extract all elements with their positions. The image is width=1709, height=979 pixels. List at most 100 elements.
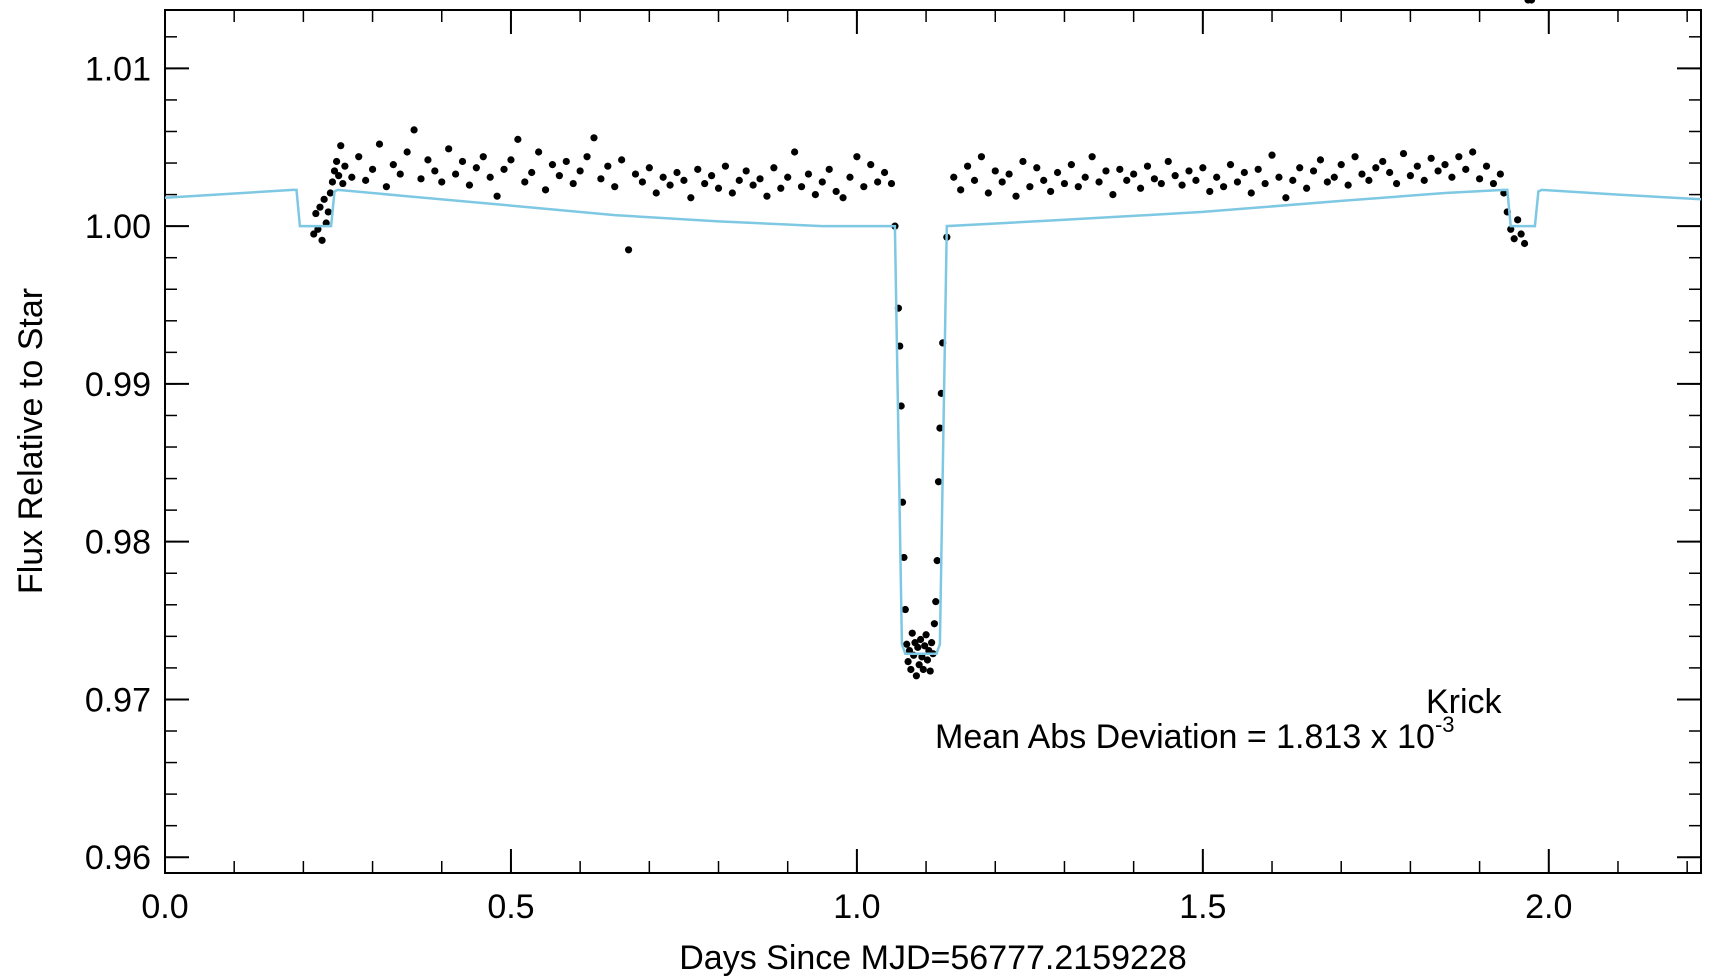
x-tick-label: 2.0 bbox=[1525, 888, 1572, 926]
data-point bbox=[1226, 161, 1235, 169]
data-point bbox=[687, 194, 695, 202]
data-point bbox=[458, 157, 467, 166]
data-point bbox=[645, 164, 653, 172]
data-point bbox=[310, 230, 318, 238]
data-point bbox=[541, 186, 550, 194]
y-tick-label: 0.98 bbox=[85, 524, 151, 562]
data-point bbox=[548, 161, 557, 169]
data-point bbox=[403, 148, 411, 156]
data-point bbox=[721, 162, 730, 170]
y-tick-label: 1.00 bbox=[85, 208, 151, 246]
data-point bbox=[701, 179, 709, 188]
data-point bbox=[742, 167, 750, 175]
data-point bbox=[362, 176, 370, 184]
data-point bbox=[638, 178, 647, 186]
data-point bbox=[431, 167, 439, 175]
data-point bbox=[1462, 165, 1470, 173]
deviation-text: Mean Abs Deviation = 1.813 x 10 bbox=[935, 718, 1435, 756]
y-tick-label: 1.01 bbox=[85, 50, 151, 88]
x-axis-title: Days Since MJD=56777.2159228 bbox=[679, 939, 1187, 977]
data-point bbox=[355, 153, 363, 161]
data-point bbox=[714, 184, 723, 192]
data-point bbox=[1116, 165, 1124, 173]
data-point bbox=[1060, 179, 1069, 188]
data-point bbox=[326, 189, 334, 197]
data-point bbox=[930, 620, 938, 628]
data-point bbox=[921, 642, 929, 650]
data-point bbox=[1323, 178, 1331, 186]
data-point bbox=[1199, 164, 1207, 172]
data-point bbox=[1455, 153, 1463, 161]
data-point bbox=[1143, 162, 1152, 170]
data-point bbox=[1233, 178, 1242, 186]
x-tick-label: 0.5 bbox=[487, 888, 534, 926]
data-point bbox=[1019, 157, 1027, 166]
data-point bbox=[933, 557, 941, 565]
data-point bbox=[904, 657, 912, 666]
data-point bbox=[618, 156, 626, 164]
data-point bbox=[479, 153, 487, 161]
data-point bbox=[1441, 161, 1449, 169]
data-point bbox=[1033, 164, 1041, 172]
model-curve bbox=[164, 188, 1702, 655]
data-point bbox=[887, 179, 896, 188]
data-point bbox=[914, 643, 922, 651]
data-point bbox=[867, 161, 875, 169]
data-point bbox=[1309, 167, 1318, 175]
data-point bbox=[576, 167, 584, 175]
data-point bbox=[500, 165, 508, 173]
data-point bbox=[438, 178, 446, 186]
y-axis-title: Flux Relative to Star bbox=[12, 288, 50, 594]
data-point bbox=[1026, 183, 1034, 191]
minor-ticks bbox=[164, 10, 1701, 873]
data-point bbox=[1109, 190, 1117, 199]
data-point bbox=[839, 194, 847, 202]
data-point bbox=[1475, 175, 1484, 183]
data-point bbox=[707, 172, 716, 180]
data-point bbox=[1399, 149, 1408, 158]
data-point bbox=[1427, 154, 1435, 162]
data-point bbox=[934, 478, 943, 486]
data-point bbox=[1240, 168, 1248, 177]
data-point bbox=[1150, 175, 1159, 183]
data-point bbox=[936, 424, 944, 432]
data-point bbox=[659, 173, 667, 181]
data-point bbox=[1351, 153, 1359, 161]
data-point bbox=[1514, 216, 1522, 224]
data-point bbox=[923, 656, 932, 664]
data-point bbox=[1289, 176, 1297, 184]
data-point bbox=[1047, 187, 1055, 196]
data-point bbox=[1303, 184, 1311, 192]
data-point bbox=[897, 402, 905, 410]
data-point bbox=[389, 161, 397, 169]
data-point bbox=[1095, 178, 1103, 186]
data-points bbox=[310, 0, 1536, 680]
data-point bbox=[1053, 168, 1062, 177]
data-point bbox=[880, 168, 889, 177]
data-point bbox=[907, 665, 915, 674]
data-point bbox=[324, 208, 332, 216]
data-point bbox=[1489, 179, 1498, 188]
data-point bbox=[451, 170, 460, 178]
x-tick-label: 1.5 bbox=[1179, 888, 1226, 926]
data-point bbox=[1005, 170, 1013, 178]
data-point bbox=[590, 134, 598, 142]
x-tick-label: 0.0 bbox=[141, 888, 188, 926]
data-point bbox=[341, 162, 349, 170]
data-point bbox=[1040, 176, 1048, 184]
data-point bbox=[957, 186, 965, 194]
data-point bbox=[1520, 239, 1529, 248]
data-point bbox=[903, 640, 911, 648]
data-point bbox=[1213, 173, 1221, 181]
data-point bbox=[860, 183, 868, 191]
data-point bbox=[410, 126, 418, 134]
x-tick-labels: 0.0 0.5 1.0 1.5 2.0 bbox=[141, 888, 1572, 926]
data-point bbox=[1206, 187, 1214, 196]
y-tick-label: 0.99 bbox=[85, 366, 151, 404]
data-point bbox=[318, 236, 326, 244]
data-point bbox=[320, 195, 328, 203]
data-point bbox=[1268, 151, 1276, 159]
data-point bbox=[472, 164, 480, 172]
data-point bbox=[825, 165, 833, 173]
data-point bbox=[963, 162, 972, 170]
